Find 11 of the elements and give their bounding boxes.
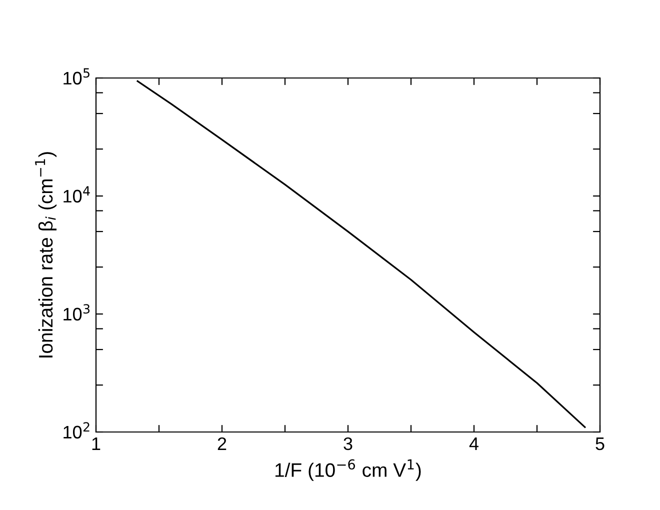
x-tick-label: 1 <box>92 438 100 450</box>
y-axis-title: Ionization rate β$_{i}$ (cm$^{−1}$) <box>35 152 57 358</box>
y-tick-label: 10$^{2}$ <box>64 422 90 439</box>
x-tick-label: 2 <box>218 437 226 450</box>
x-tick-label: 4 <box>469 438 478 450</box>
y-tick-label: 10$^{4}$ <box>64 186 90 203</box>
y-tick-label: 10$^{5}$ <box>64 68 90 85</box>
x-tick-label: 5 <box>596 438 604 450</box>
x-tick-label: 3 <box>344 437 352 450</box>
x-axis-title: 1/F (10$^{−6}$ cm V$^{1}$) <box>275 459 421 481</box>
y-tick-label: 10$^{3}$ <box>64 304 90 321</box>
